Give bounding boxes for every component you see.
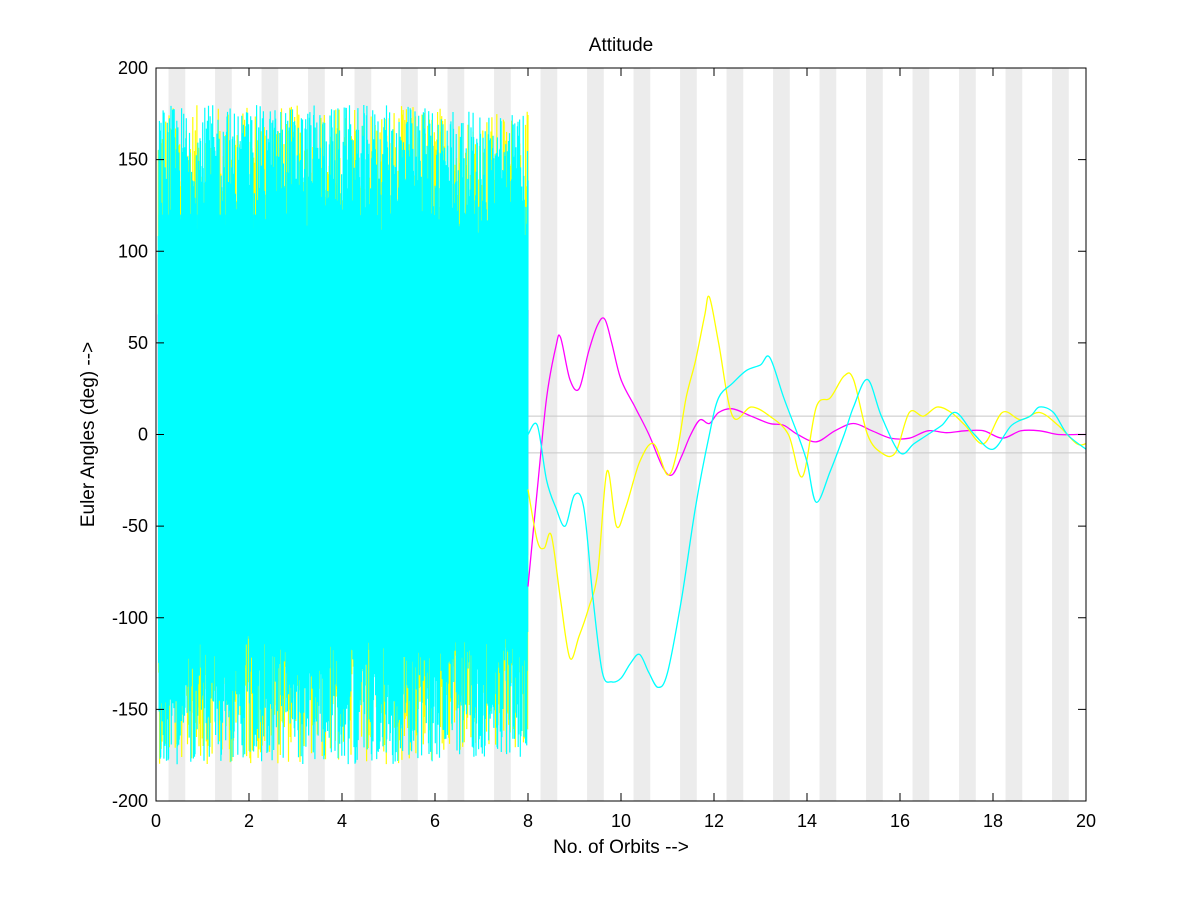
x-tick-label: 18	[983, 811, 1003, 831]
x-tick-label: 10	[611, 811, 631, 831]
y-tick-label: -150	[112, 699, 148, 719]
x-tick-label: 12	[704, 811, 724, 831]
y-axis-label: Euler Angles (deg) -->	[78, 342, 99, 527]
y-tick-label: -50	[122, 516, 148, 536]
y-tick-label: 200	[118, 58, 148, 78]
eclipse-band	[587, 68, 604, 801]
y-tick-label: -100	[112, 608, 148, 628]
axis-ticks: 0 2 4 6 8 10 12 14 16 18 20 -200 -150 -100 -50 0 50 100 15…	[112, 58, 1096, 831]
series-line-1	[527, 295, 1087, 660]
x-tick-label: 14	[797, 811, 817, 831]
eclipse-band	[773, 68, 790, 801]
y-tick-label: -200	[112, 791, 148, 811]
x-tick-label: 0	[151, 811, 161, 831]
reference-lines	[528, 415, 1086, 454]
eclipse-band	[1005, 68, 1023, 801]
tumble-fill	[158, 214, 263, 637]
x-tick-label: 6	[430, 811, 440, 831]
eclipse-band	[726, 68, 744, 801]
x-tick-label: 20	[1076, 811, 1096, 831]
tumble-region	[157, 104, 529, 765]
x-tick-label: 16	[890, 811, 910, 831]
eclipse-band	[866, 68, 883, 801]
x-axis-label: No. of Orbits -->	[553, 837, 689, 858]
series-lines	[527, 295, 1087, 689]
plot-area: 0 2 4 6 8 10 12 14 16 18 20 -200 -150 -100 -50 0 50 100 15…	[112, 58, 1096, 831]
eclipse-band	[540, 68, 558, 801]
series-line-2	[527, 355, 1087, 689]
x-tick-label: 8	[523, 811, 533, 831]
y-tick-label: 100	[118, 241, 148, 261]
x-tick-label: 2	[244, 811, 254, 831]
x-tick-label: 4	[337, 811, 347, 831]
chart-title: Attitude	[589, 35, 653, 56]
eclipse-band	[680, 68, 697, 801]
series-line-0	[527, 317, 1086, 587]
y-tick-label: 150	[118, 150, 148, 170]
eclipse-band	[959, 68, 976, 801]
y-tick-label: 0	[138, 425, 148, 445]
eclipse-band	[912, 68, 930, 801]
eclipse-band	[819, 68, 837, 801]
eclipse-band	[633, 68, 651, 801]
y-tick-label: 50	[128, 333, 148, 353]
